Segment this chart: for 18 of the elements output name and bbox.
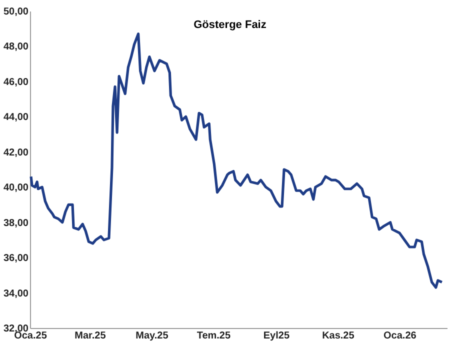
- x-tick-label: Tem.25: [196, 330, 231, 342]
- x-tick-label: Mar.25: [74, 330, 106, 342]
- x-tick-label: Kas.25: [322, 330, 355, 342]
- y-tick-label: 34,00: [3, 288, 29, 300]
- y-tick-label: 50,00: [3, 6, 29, 18]
- y-tick-label: 48,00: [3, 42, 29, 53]
- y-tick-label: 44,00: [3, 112, 29, 124]
- x-tick-label: Oca.25: [14, 330, 48, 342]
- y-tick-label: 42,00: [3, 147, 29, 158]
- y-tick-label: 40,00: [3, 182, 29, 194]
- y-tick-label: 36,00: [3, 253, 29, 264]
- x-tick-label: May.25: [136, 330, 169, 342]
- line-series: [30, 32, 444, 289]
- text: Gösterge Faiz: [194, 19, 267, 31]
- y-tick-label: 46,00: [3, 76, 29, 88]
- y-tick-label: 38,00: [3, 218, 29, 229]
- x-tick-label: Eyl25: [263, 330, 290, 342]
- x-tick-label: Oca.26: [384, 330, 417, 342]
